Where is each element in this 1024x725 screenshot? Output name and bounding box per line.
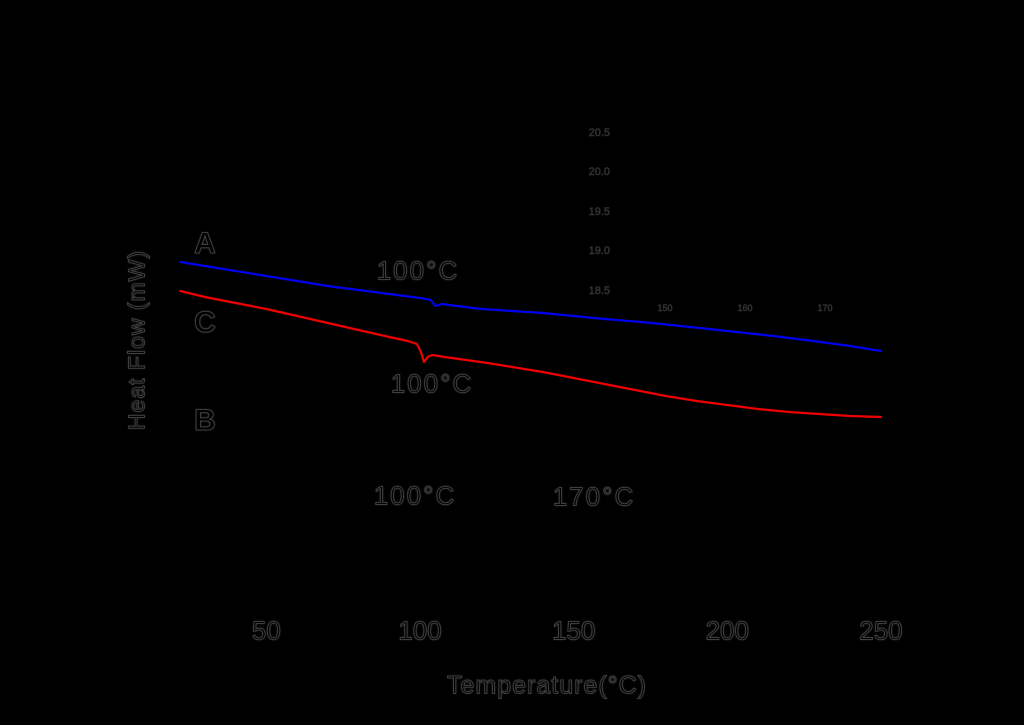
inset-x-tick-170: 170 [817,303,833,313]
x-tick-200: 200 [705,615,749,646]
curve-B [179,328,883,466]
y-axis-label: Heat Flow (mW) [123,249,150,431]
inset-x-tick-160: 160 [737,303,753,313]
inset-y-tick-20.0: 20.0 [588,166,610,178]
annotation-2: 100°C [390,368,474,399]
x-tick-100: 100 [398,615,442,646]
inset-y-tick-18.5: 18.5 [588,285,610,297]
curve-C [179,289,883,419]
annotation-4: 170°C [552,481,636,512]
curve-letter-A: A [194,227,217,261]
annotation-1: 100°C [376,255,460,286]
inset-y-tick-19.0: 19.0 [588,245,610,257]
annotation-3: 100°C [373,480,457,511]
x-tick-50: 50 [251,615,281,646]
curve-letter-C: C [194,306,217,340]
curve-A [179,260,883,353]
inset-y-tick-19.5: 19.5 [588,206,610,218]
x-axis-label: Temperature(°C) [446,671,648,700]
inset-y-tick-20.5: 20.5 [588,127,610,139]
x-tick-250: 250 [859,615,903,646]
inset-x-tick-150: 150 [657,303,673,313]
x-tick-150: 150 [551,615,596,646]
curve-letter-B: B [194,404,217,438]
